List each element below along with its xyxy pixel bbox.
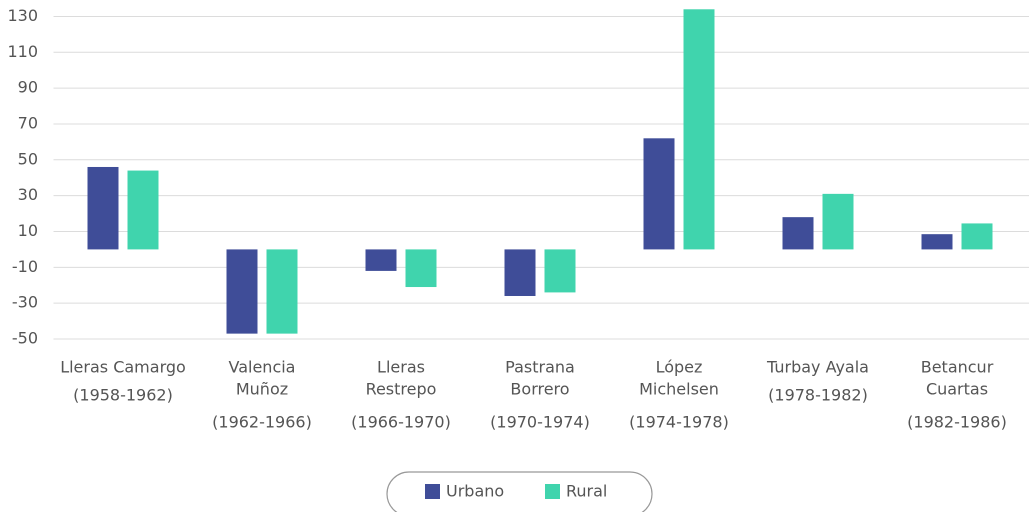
bar	[961, 223, 993, 250]
bar	[127, 170, 159, 250]
x-tick-label: López	[656, 358, 703, 377]
y-tick-label: 50	[18, 149, 38, 168]
y-tick-label: 10	[18, 221, 38, 240]
x-tick-label: Cuartas	[926, 380, 988, 399]
x-tick-label: Muñoz	[236, 380, 288, 399]
y-tick-label: -10	[12, 257, 38, 276]
x-tick-label: (1962-1966)	[212, 413, 312, 432]
bar	[544, 249, 576, 293]
legend-swatch	[425, 484, 440, 499]
y-tick-label: 130	[7, 6, 38, 25]
bar	[266, 249, 298, 334]
x-tick-label: (1958-1962)	[73, 386, 173, 405]
x-tick-label: Michelsen	[639, 380, 719, 399]
x-tick-label: Pastrana	[505, 358, 575, 377]
x-tick-label: Restrepo	[366, 380, 437, 399]
bar	[822, 193, 854, 250]
legend-swatch	[545, 484, 560, 499]
x-tick-label: (1974-1978)	[629, 413, 729, 432]
x-tick-label: (1970-1974)	[490, 413, 590, 432]
x-tick-label: Lleras Camargo	[60, 358, 186, 377]
bar	[365, 249, 397, 271]
bar	[87, 166, 119, 250]
bar	[643, 138, 675, 250]
bar	[405, 249, 437, 288]
bar	[226, 249, 258, 334]
legend-label: Urbano	[446, 482, 504, 501]
x-tick-label: Borrero	[510, 380, 569, 399]
bar	[921, 234, 953, 250]
bar	[683, 9, 715, 250]
x-tick-label: Turbay Ayala	[766, 358, 869, 377]
x-tick-label: Lleras	[377, 358, 425, 377]
legend-box	[386, 471, 653, 512]
x-tick-label: (1978-1982)	[768, 386, 868, 405]
x-tick-label: (1966-1970)	[351, 413, 451, 432]
y-tick-label: 70	[18, 113, 38, 132]
y-tick-label: 110	[7, 42, 38, 61]
y-tick-label: -50	[12, 329, 38, 348]
y-tick-label: 30	[18, 185, 38, 204]
y-tick-label: 90	[18, 78, 38, 97]
y-tick-label: -30	[12, 293, 38, 312]
x-tick-label: Valencia	[229, 358, 296, 377]
x-tick-label: (1982-1986)	[907, 413, 1007, 432]
legend-label: Rural	[566, 482, 607, 501]
bar	[504, 249, 536, 296]
bar	[782, 217, 814, 250]
x-tick-label: Betancur	[921, 358, 994, 377]
